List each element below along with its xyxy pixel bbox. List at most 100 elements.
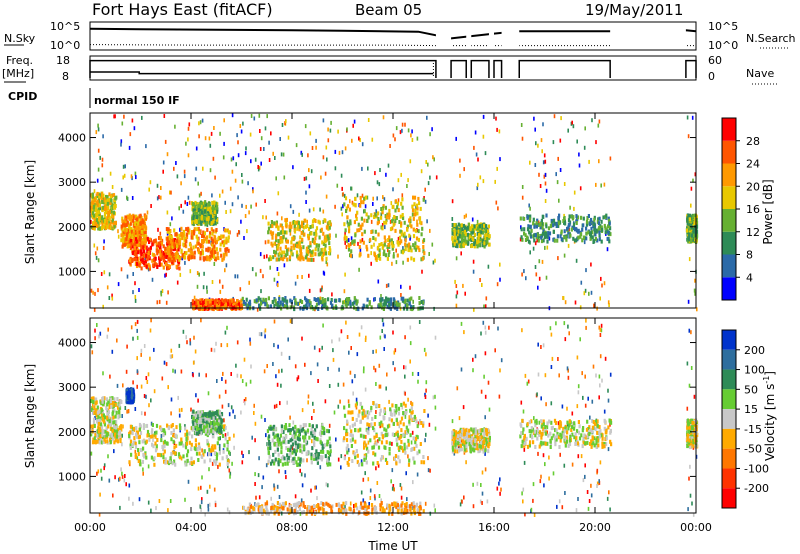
power-cell xyxy=(552,229,555,234)
power-cell xyxy=(131,234,134,239)
power-cell xyxy=(231,202,234,207)
power-cell xyxy=(414,241,417,246)
power-cell xyxy=(570,214,573,219)
velocity-cell xyxy=(600,323,603,328)
velocity-cell xyxy=(360,490,363,495)
power-cell xyxy=(103,219,107,223)
power-cell xyxy=(523,269,525,274)
power-cell xyxy=(564,235,567,240)
power-cell xyxy=(351,239,354,244)
power-cell xyxy=(178,245,181,250)
velocity-cell xyxy=(258,495,261,500)
power-cell xyxy=(604,230,607,235)
power-cell xyxy=(253,299,256,304)
velocity-cell xyxy=(126,409,128,414)
power-cell xyxy=(586,216,589,220)
power-cell xyxy=(311,146,314,150)
power-cell xyxy=(211,207,214,212)
power-cell xyxy=(248,280,250,285)
power-cell xyxy=(322,118,325,123)
velocity-cell xyxy=(112,493,114,498)
power-cell xyxy=(560,229,563,234)
power-cell xyxy=(545,224,548,229)
noise-panel-frame xyxy=(89,21,697,51)
velocity-cell xyxy=(332,357,335,362)
velocity-cell xyxy=(365,434,367,439)
power-cell xyxy=(205,235,209,240)
velocity-cell xyxy=(98,409,101,414)
power-cell xyxy=(555,224,558,228)
power-cell xyxy=(523,227,526,232)
power-cell xyxy=(221,284,224,289)
power-cell xyxy=(532,221,535,226)
power-cell xyxy=(412,234,416,239)
power-cell xyxy=(128,215,131,220)
power-cell xyxy=(148,240,151,244)
power-cell xyxy=(536,238,538,243)
power-cell xyxy=(276,246,279,251)
power-cell xyxy=(276,303,279,307)
power-cell xyxy=(90,205,93,210)
power-cell xyxy=(565,234,568,239)
velocity-cell xyxy=(556,504,558,509)
velocity-cell xyxy=(409,325,412,330)
velocity-cell xyxy=(411,371,414,376)
velocity-cell xyxy=(598,374,601,379)
power-cell xyxy=(240,303,243,308)
power-cell xyxy=(455,256,458,261)
power-cell xyxy=(542,238,545,243)
velocity-cell xyxy=(367,440,370,445)
power-cell xyxy=(376,256,379,260)
power-cell xyxy=(308,184,311,189)
power-cell xyxy=(423,251,426,256)
velocity-cell xyxy=(109,422,112,427)
power-cell xyxy=(475,152,478,157)
velocity-cell xyxy=(432,395,435,400)
power-cell xyxy=(325,225,328,230)
power-cell xyxy=(370,305,373,310)
velocity-cell xyxy=(124,406,127,410)
velocity-cell xyxy=(277,344,279,349)
power-cell xyxy=(520,227,523,232)
velocity-cell xyxy=(412,480,414,485)
power-cell xyxy=(281,302,285,307)
power-cell xyxy=(691,220,694,225)
velocity-cell xyxy=(564,337,567,342)
velocity-cell xyxy=(145,376,148,380)
velocity-cell xyxy=(539,479,542,484)
velocity-cell xyxy=(145,394,147,399)
power-cell xyxy=(364,195,367,200)
power-cell xyxy=(345,206,348,211)
power-cell xyxy=(210,242,213,247)
velocity-cell xyxy=(279,401,281,406)
power-cell xyxy=(363,218,366,223)
power-cell xyxy=(135,175,137,180)
power-cell xyxy=(236,274,239,279)
power-cell xyxy=(285,217,288,222)
power-cell xyxy=(283,255,286,259)
power-cell xyxy=(284,304,287,309)
power-cell xyxy=(366,218,369,223)
power-cell xyxy=(209,218,212,223)
power-cell xyxy=(257,167,260,172)
power-cell xyxy=(165,272,167,277)
velocity-cell xyxy=(601,378,603,383)
power-cell xyxy=(544,199,547,203)
velocity-cell xyxy=(550,365,553,369)
power-cell xyxy=(380,207,383,211)
power-cell xyxy=(143,231,146,236)
velocity-cell xyxy=(375,349,377,354)
power-cell xyxy=(181,236,184,241)
power-cell xyxy=(312,257,315,262)
power-cell xyxy=(562,296,565,301)
power-cell xyxy=(323,218,326,223)
power-cell xyxy=(585,236,588,241)
velocity-cell xyxy=(375,410,377,414)
power-cell xyxy=(171,216,173,221)
power-cell xyxy=(303,176,306,181)
power-cell xyxy=(100,206,102,211)
velocity-cell xyxy=(596,481,599,486)
power-cell xyxy=(101,200,104,204)
velocity-cell xyxy=(118,410,121,414)
velocity-cell xyxy=(260,332,263,337)
